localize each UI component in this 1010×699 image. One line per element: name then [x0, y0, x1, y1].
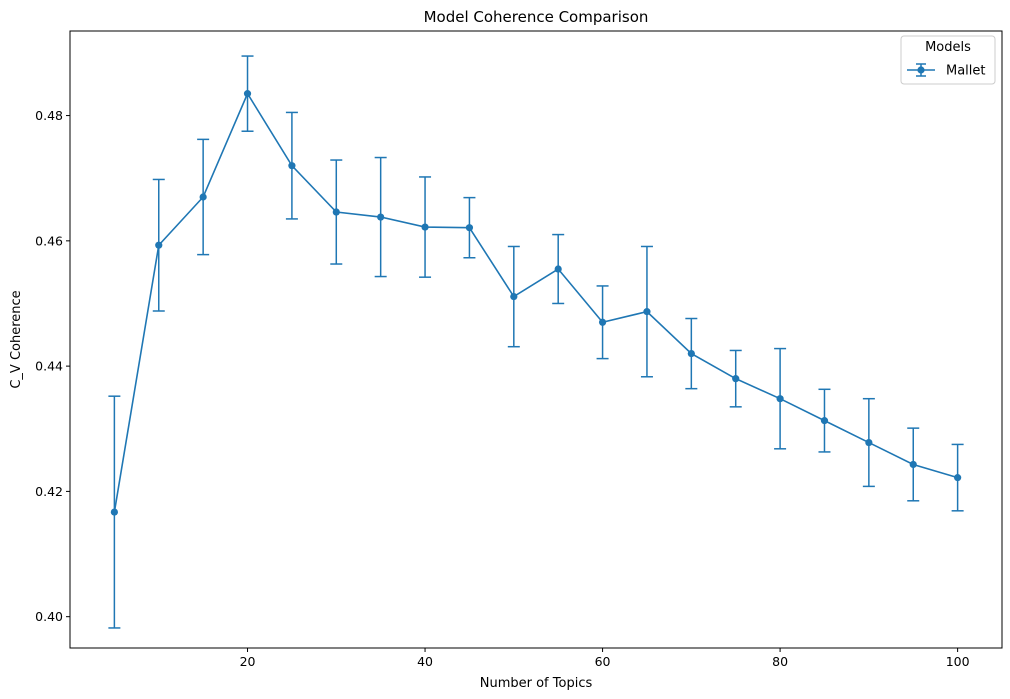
- data-point: [643, 308, 651, 316]
- x-tick-label: 20: [240, 654, 256, 669]
- y-axis: 0.40 0.42 0.44 0.46 0.48: [35, 108, 70, 624]
- plot-frame: [69, 30, 1003, 649]
- x-tick-label: 100: [946, 654, 970, 669]
- legend-title: Models: [925, 40, 971, 55]
- data-point: [820, 417, 829, 425]
- x-axis-label: Number of Topics: [480, 676, 593, 691]
- data-point: [510, 292, 518, 301]
- data-point: [865, 438, 873, 447]
- data-point: [243, 90, 252, 98]
- chart-title: Model Coherence Comparison: [424, 8, 649, 26]
- series-line-mallet: [113, 91, 958, 513]
- y-tick-label: 0.42: [35, 484, 63, 499]
- y-tick-label: 0.40: [35, 609, 63, 624]
- legend: Models Mallet: [900, 35, 996, 85]
- data-point: [465, 224, 474, 232]
- data-point: [909, 460, 917, 469]
- x-tick-label: 80: [772, 654, 788, 669]
- y-axis-label: C_V Coherence: [9, 290, 24, 388]
- data-point: [421, 223, 429, 231]
- x-tick-label: 40: [417, 654, 433, 669]
- legend-marker: [917, 66, 925, 74]
- data-point: [199, 193, 207, 201]
- x-tick-label: 60: [595, 654, 611, 669]
- y-tick-label: 0.48: [35, 108, 63, 123]
- plot-marks: [108, 55, 964, 629]
- data-point: [332, 208, 340, 216]
- data-point: [110, 508, 118, 516]
- data-point: [776, 395, 784, 403]
- data-point: [155, 241, 163, 249]
- y-tick-label: 0.46: [35, 233, 63, 248]
- data-point: [554, 265, 562, 273]
- data-point: [288, 162, 296, 170]
- legend-entry: Mallet: [907, 63, 986, 79]
- legend-entries: Mallet: [907, 63, 986, 79]
- legend-box: [900, 35, 996, 85]
- y-tick-label: 0.44: [35, 359, 63, 374]
- data-point: [732, 375, 740, 383]
- data-point: [687, 349, 695, 358]
- data-point: [598, 318, 607, 326]
- data-point: [954, 474, 962, 482]
- x-axis: 20 40 60 80 100: [240, 648, 970, 669]
- legend-label: Mallet: [946, 64, 986, 79]
- data-point: [377, 213, 385, 221]
